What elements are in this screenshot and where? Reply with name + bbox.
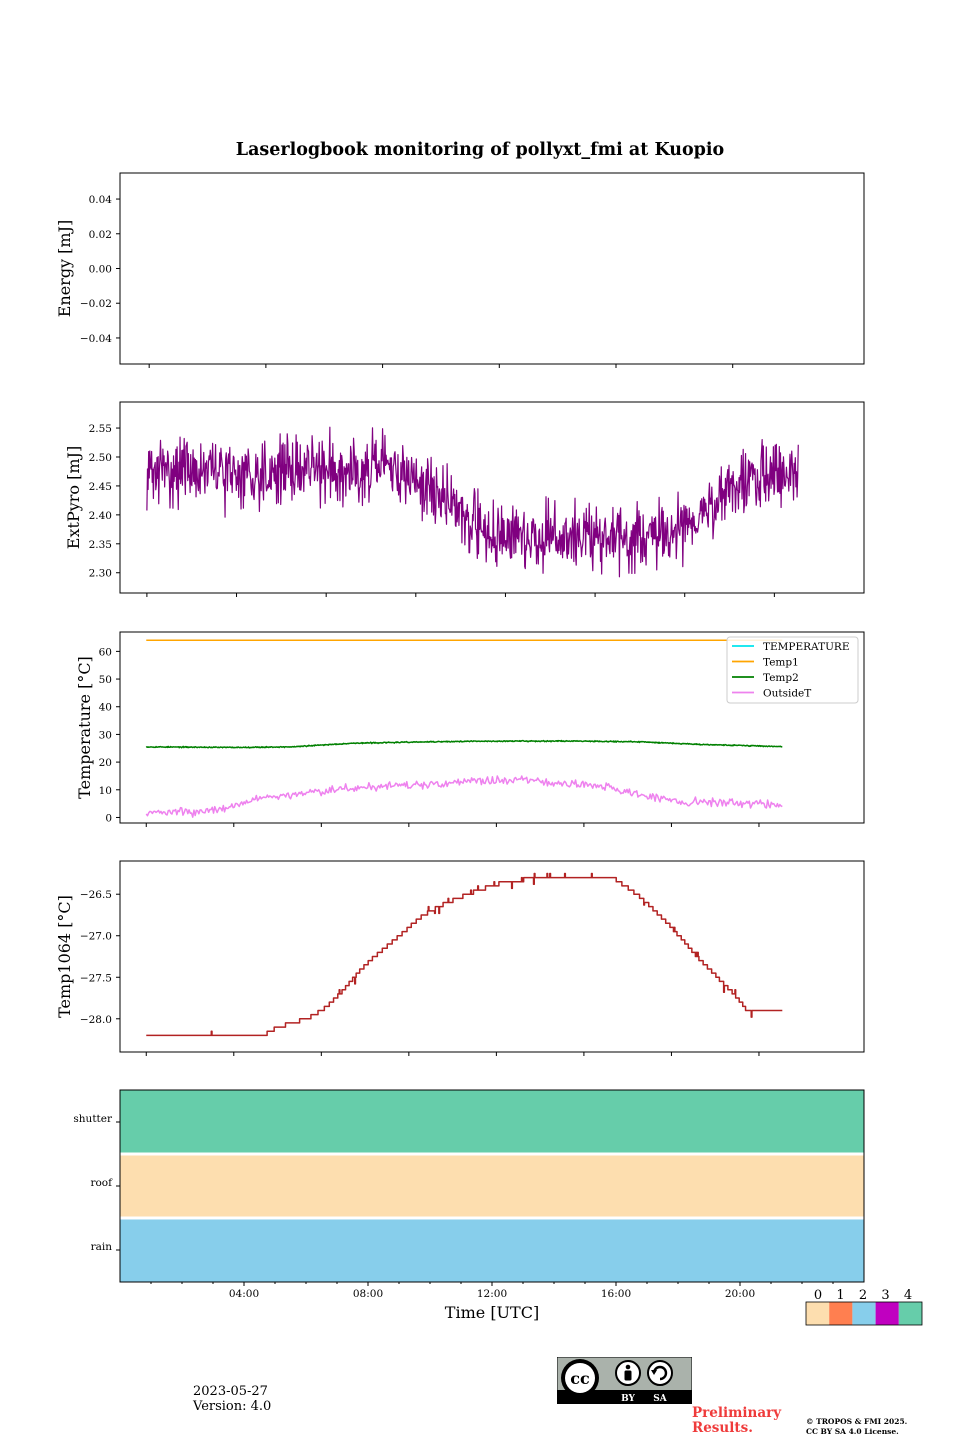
y-tick-label: 0.02 [89,229,112,241]
cc-logo-text: cc [570,1369,590,1388]
figure-title: Laserlogbook monitoring of pollyxt_fmi a… [235,140,725,160]
colorbar-swatch-3 [875,1302,899,1325]
colorbar-tick-label: 1 [836,1288,844,1303]
legend-label-temperature: TEMPERATURE [763,641,850,653]
colorbar-tick-label: 0 [814,1288,822,1303]
y-tick-label: −26.5 [80,889,112,901]
panel-status: shutter roof rain 04:00 08:00 12:00 16:00 20:00… [73,1089,923,1326]
panel-temp1064: −26.5 −27.0 −27.5 −28.0 Temp1064 [°C] [55,860,865,1056]
row-label-roof: roof [90,1177,113,1189]
series-line-temp1064 [146,872,783,1037]
axes-frame [119,401,865,594]
colorbar-swatch-4 [898,1302,922,1325]
series-line-temp2 [145,739,783,749]
y-tick-label: 0.00 [89,264,112,276]
y-tick-label: 2.50 [89,452,112,464]
colorbar-frame [805,1301,923,1326]
colorbar-tick-label: 3 [881,1288,889,1303]
version-label: Version: 4.0 [193,1399,272,1414]
preliminary-text: Preliminary Results. [692,1405,782,1436]
x-tick-label: 12:00 [477,1288,507,1300]
y-tick-label: 2.40 [89,510,112,522]
preliminary-notice: Preliminary Results. [692,1406,792,1436]
y-tick-label: 2.45 [89,481,112,493]
row-label-shutter: shutter [73,1113,113,1125]
y-tick-label: 2.30 [89,568,112,580]
x-tick-label: 16:00 [601,1288,631,1300]
x-axis-label: Time [UTC] [445,1303,539,1322]
x-tick-label: 04:00 [229,1288,259,1300]
cc-license-badge[interactable]: cc BY SA [557,1357,692,1404]
date-label: 2023-05-27 [193,1384,268,1399]
legend-label-temp1: Temp1 [763,657,799,669]
y-tick-label: −28.0 [80,1014,112,1026]
panel-temperature: 60 50 40 30 20 10 0 Temperature [°C] TEMPERATURE… [75,631,865,827]
axes-frame [119,172,865,365]
y-axis-label: Energy [mJ] [55,220,74,318]
sa-icon [647,1360,673,1386]
axes-frame [119,631,865,824]
y-tick-label: −27.5 [80,972,112,984]
colorbar-swatch-2 [852,1302,876,1325]
y-tick-label: 2.35 [89,539,112,551]
colorbar-swatch-0 [806,1302,830,1325]
panel-energy: 0.04 0.02 0.00 −0.02 −0.04 Energy [mJ] [55,172,865,368]
y-tick-label: 0 [105,812,112,824]
row-label-rain: rain [91,1241,113,1253]
y-tick-label: 40 [99,702,112,714]
legend-box [726,636,859,704]
colorbar-tick-label: 2 [859,1288,867,1303]
copyright-line-1: © TROPOS & FMI 2025. [806,1417,908,1426]
status-band-roof [120,1154,864,1218]
x-tick-label: 08:00 [353,1288,383,1300]
status-band-rain [120,1218,864,1282]
series-line-extpyro [146,426,799,578]
legend-label-outsidet: OutsideT [763,688,811,700]
series-line-outsidet [145,775,783,818]
y-tick-label: −27.0 [80,931,112,943]
y-axis-label: Temp1064 [°C] [55,895,74,1018]
status-band-shutter [120,1090,864,1154]
y-tick-label: 50 [99,674,112,686]
sa-label: SA [653,1394,667,1404]
axes-frame [119,860,865,1053]
y-axis-label: Temperature [°C] [75,656,94,799]
copyright-notice: © TROPOS & FMI 2025. CC BY SA 4.0 Licens… [806,1417,907,1437]
y-tick-label: −0.02 [80,298,112,310]
y-axis-label: ExtPyro [mJ] [64,446,83,549]
colorbar-tick-label: 4 [904,1288,912,1303]
y-tick-label: 10 [99,785,112,797]
x-tick-label: 20:00 [725,1288,755,1300]
y-tick-label: −0.04 [80,333,112,345]
by-label: BY [621,1394,635,1404]
y-tick-label: 30 [99,729,112,741]
run-info: 2023-05-27 Version: 4.0 [193,1384,271,1414]
colorbar-swatch-1 [829,1302,853,1325]
copyright-line-2: CC BY SA 4.0 License. [806,1427,899,1436]
y-tick-label: 0.04 [89,194,113,206]
y-tick-label: 60 [99,646,112,658]
legend-label-temp2: Temp2 [763,672,799,684]
y-tick-label: 2.55 [89,423,112,435]
panel-extpyro: 2.55 2.50 2.45 2.40 2.35 2.30 ExtPyro [mJ] [64,401,865,597]
y-tick-label: 20 [99,757,112,769]
